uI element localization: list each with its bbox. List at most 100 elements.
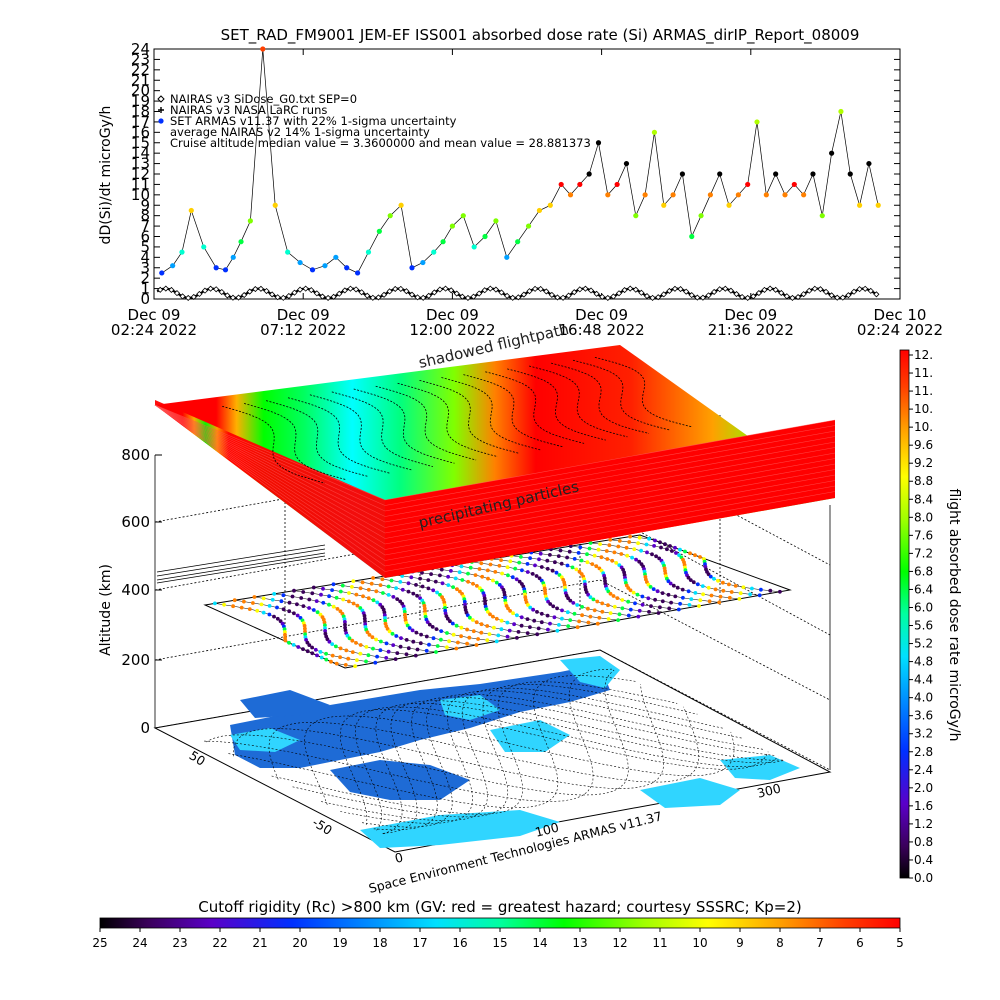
colorbar-right-tick-label: 2.4 [914,763,933,777]
orbit-point [301,590,306,594]
orbit-point [635,592,640,597]
slab-shadow-track [397,382,498,458]
orbit-point [438,573,442,578]
orbit-point [652,544,656,548]
orbit-point [465,627,469,632]
orbit-point [343,625,347,630]
orbit-point [340,583,345,588]
orbit-point [571,601,576,605]
orbit-point [651,587,656,591]
nairas-diamond-point [476,290,483,297]
nairas-diamond-point [229,294,237,301]
orbit-point [555,606,559,611]
orbit-point [499,618,504,623]
orbit-point [279,599,284,604]
orbit-point [460,578,465,582]
x-tick-time: 12:00 2022 [409,321,495,339]
orbit-point [365,630,370,635]
nairas-diamond-point [811,285,818,292]
colorbar-right-tick-label: 2.0 [914,781,933,795]
orbit-point [516,630,521,634]
nairas-diamond-point [806,287,813,294]
y-tick-label: 10 [131,186,150,204]
orbit-point [614,561,619,565]
y-tick-label: 12 [131,165,150,183]
nairas-diamond-point [867,287,874,294]
armas-data-point [829,150,835,156]
floor-ground-track [268,706,700,783]
orbit-point [406,646,411,651]
colorbar-right-tick-label: 6.8 [914,564,933,578]
nairas-diamond-point [481,287,488,294]
nairas-diamond-point [213,286,220,293]
orbit-point [465,641,469,646]
orbit-point [741,585,746,590]
orbit-point [556,554,561,558]
nairas-diamond-point [263,287,270,295]
orbit-point [539,620,544,625]
orbit-point [566,624,571,628]
orbit-point [545,613,550,618]
colorbar-right [899,349,910,879]
nairas-diamond-point [364,292,371,299]
orbit-point [344,648,349,653]
orbit-point [350,650,355,654]
nairas-diamond-point [683,288,690,295]
orbit-point [395,597,400,601]
orbit-point [454,646,459,651]
y-axis-label: dD(Si)/dt microGy/h [98,106,114,245]
nairas-diamond-point [649,294,656,301]
nairas-diamond-point [319,293,326,300]
orbit-point [420,584,425,589]
orbit-point [658,605,662,610]
armas-data-point [504,254,510,260]
colorbar-bottom-tick-label: 24 [132,936,147,950]
x-tick-date: Dec 09 [277,306,330,324]
armas-data-point [614,181,620,188]
nairas-diamond-point [224,292,231,299]
orbit-point [580,613,584,618]
orbit-point [371,576,375,580]
nairas-diamond-point [509,294,516,301]
nairas-diamond-point [660,291,667,298]
orbit-point [435,644,440,648]
orbit-point [678,547,682,552]
armas-data-point [754,119,760,125]
orbit-point [483,599,487,604]
z-tick-label: 0 [140,719,150,737]
orbit-point [727,582,731,587]
nairas-diamond-point [392,285,399,293]
colorbar-right-tick-label: 2.8 [914,745,933,759]
z-tick-label: 400 [121,581,150,599]
armas-data-point [471,244,477,250]
y-tick-label: 2 [140,269,150,287]
orbit-point [493,570,498,574]
y-tick-label: 5 [140,238,150,256]
orbit-point [419,632,423,637]
orbit-point [666,592,671,597]
legend-symbol-plus [158,107,164,113]
nairas-diamond-point [532,285,539,292]
armas-data-point [387,213,393,219]
colorbar-bottom [99,917,901,929]
slab-layer-line [154,404,386,517]
colorbar-right-tick-label: 4.4 [914,673,933,687]
orbit-track [568,544,722,605]
nairas-diamond-point [834,294,841,301]
orbit-point [538,551,543,556]
armas-series-line [161,48,879,274]
nairas-diamond-point [554,294,561,301]
orbit-point [500,571,504,576]
orbit-point [310,651,315,656]
orbit-point [329,659,333,664]
nairas-diamond-point [498,289,505,296]
orbit-point [398,580,403,584]
orbit-point [485,568,490,573]
armas-data-point [333,254,339,260]
orbit-point [399,636,403,640]
orbit-point [550,568,555,573]
armas-data-point [420,259,426,266]
slab-shadow-track [265,400,369,477]
orbit-track [213,601,357,669]
orbit-point [283,638,288,643]
